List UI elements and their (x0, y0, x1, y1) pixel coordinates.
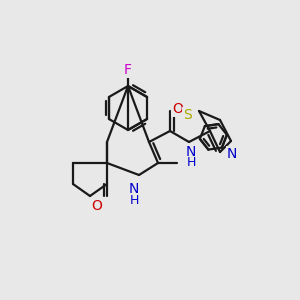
Text: N: N (129, 182, 139, 196)
Text: H: H (129, 194, 139, 206)
Text: O: O (172, 102, 183, 116)
Text: O: O (92, 199, 102, 213)
Text: F: F (124, 63, 132, 77)
Text: N: N (186, 145, 196, 159)
Text: H: H (186, 157, 196, 169)
Text: N: N (227, 147, 237, 161)
Text: S: S (183, 108, 191, 122)
